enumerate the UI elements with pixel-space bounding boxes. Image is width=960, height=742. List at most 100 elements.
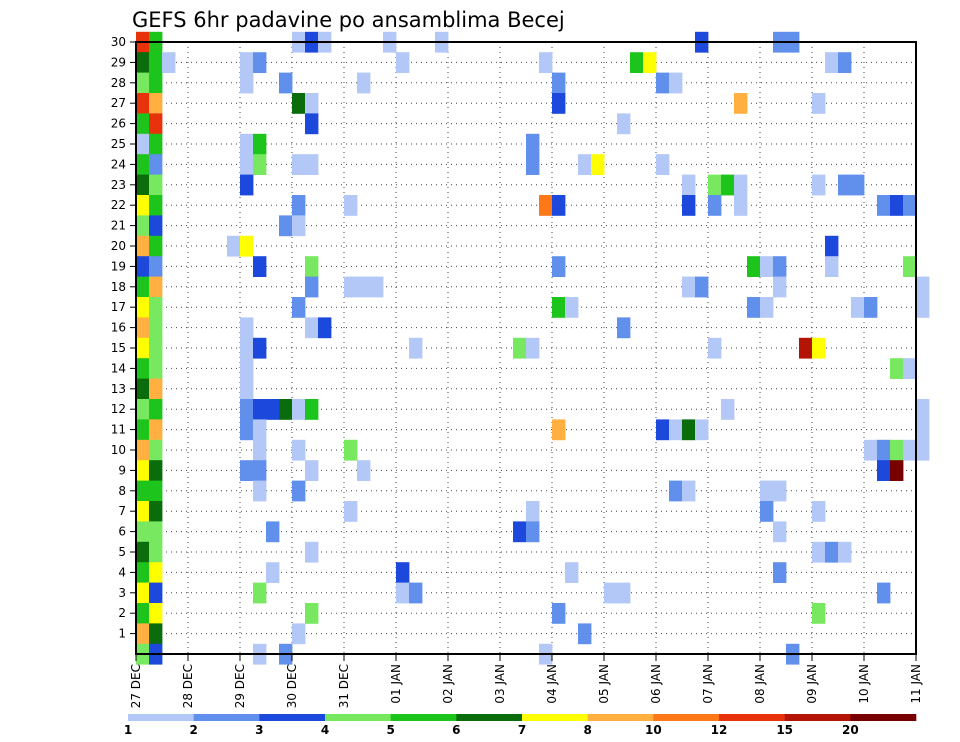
precip-cell	[916, 297, 930, 318]
precip-cell	[292, 480, 306, 502]
precip-cell	[344, 501, 358, 522]
precip-cell	[149, 93, 163, 114]
y-tick-label: 28	[111, 76, 126, 90]
y-tick-label: 23	[111, 178, 126, 192]
legend-swatch	[128, 714, 194, 721]
y-tick-label: 27	[111, 96, 126, 110]
precip-cell	[812, 501, 826, 522]
precip-cell	[149, 215, 163, 237]
precip-cell	[656, 419, 670, 441]
precip-cell	[149, 154, 163, 175]
x-tick-label: 09 JAN	[805, 664, 819, 704]
precip-cell	[669, 72, 683, 94]
precip-cell	[708, 337, 722, 359]
precip-cell	[916, 276, 930, 298]
precip-cell	[149, 501, 163, 522]
precip-cell	[760, 297, 774, 318]
legend-label: 7	[518, 723, 526, 737]
precip-cell	[773, 276, 787, 298]
precip-cell	[526, 337, 540, 359]
precip-cell	[409, 337, 423, 359]
precip-cell	[149, 276, 163, 298]
precip-cell	[305, 460, 319, 481]
legend-label: 6	[452, 723, 460, 737]
precip-cell	[617, 113, 631, 135]
precip-cell	[136, 256, 150, 277]
precip-cell	[409, 582, 423, 604]
precip-cell	[240, 460, 254, 481]
precip-cell	[279, 399, 293, 420]
precip-cell	[630, 52, 644, 73]
legend-label: 15	[776, 723, 793, 737]
legend-label: 5	[386, 723, 394, 737]
precip-cell	[240, 72, 254, 94]
precip-cell	[864, 297, 878, 318]
precip-cell	[695, 276, 709, 298]
precip-cell	[136, 460, 150, 481]
precip-cell	[721, 399, 735, 420]
precip-cell	[292, 399, 306, 420]
x-tick-label: 03 JAN	[493, 664, 507, 704]
precip-cell	[838, 174, 852, 196]
x-tick-label: 11 JAN	[909, 664, 923, 704]
precip-cell	[292, 93, 306, 114]
legend-swatch	[325, 714, 391, 721]
precip-cell	[708, 174, 722, 196]
y-tick-label: 21	[111, 219, 126, 233]
y-axis: 1234567891011121314151617181920212223242…	[111, 35, 136, 641]
precip-cell	[305, 276, 319, 298]
precip-cell	[682, 480, 696, 502]
precip-cell	[266, 562, 280, 583]
precip-cell	[149, 256, 163, 277]
precip-cell	[266, 399, 280, 420]
precip-cell	[825, 541, 839, 563]
y-tick-label: 6	[118, 525, 126, 539]
precip-cell	[903, 195, 917, 216]
x-tick-label: 01 JAN	[389, 664, 403, 704]
precip-cell	[240, 174, 254, 196]
precip-cell	[149, 603, 163, 624]
precip-cell	[305, 93, 319, 114]
precip-cell	[136, 399, 150, 420]
precip-cell	[253, 133, 267, 155]
precip-cell	[136, 378, 150, 400]
precip-cell	[916, 399, 930, 420]
precip-cell	[136, 480, 150, 502]
precip-cell	[370, 276, 384, 298]
color-legend: 1 2 3 4 5 6 7 8 10 12 15 20	[124, 714, 917, 737]
precip-cell	[526, 154, 540, 175]
precip-cell	[695, 419, 709, 441]
legend-label: 12	[711, 723, 728, 737]
legend-swatch	[456, 714, 523, 721]
heatmap-cells	[136, 31, 930, 665]
precip-cell	[890, 460, 904, 481]
precip-cell	[253, 337, 267, 359]
precip-cell	[344, 276, 358, 298]
precip-cell	[305, 256, 319, 277]
precip-cell	[279, 215, 293, 237]
precip-cell	[877, 460, 891, 481]
precip-cell	[318, 317, 332, 339]
precip-cell	[539, 195, 553, 216]
y-tick-label: 4	[118, 565, 126, 579]
precip-cell	[357, 460, 371, 481]
precip-cell	[136, 93, 150, 114]
precip-cell	[552, 256, 566, 277]
legend-swatch	[390, 714, 457, 721]
legend-label: 4	[321, 723, 329, 737]
precip-cell	[565, 297, 579, 318]
precip-cell	[916, 419, 930, 441]
precip-cell	[292, 195, 306, 216]
precip-cell	[149, 133, 163, 155]
precip-cell	[344, 439, 358, 461]
precip-cell	[136, 562, 150, 583]
precip-cell	[838, 52, 852, 73]
precip-cell	[305, 154, 319, 175]
precip-cell	[877, 439, 891, 461]
precip-cell	[747, 256, 761, 277]
precip-cell	[552, 603, 566, 624]
precip-cell	[136, 419, 150, 441]
precip-cell	[149, 480, 163, 502]
precip-cell	[149, 399, 163, 420]
precip-cell	[682, 276, 696, 298]
